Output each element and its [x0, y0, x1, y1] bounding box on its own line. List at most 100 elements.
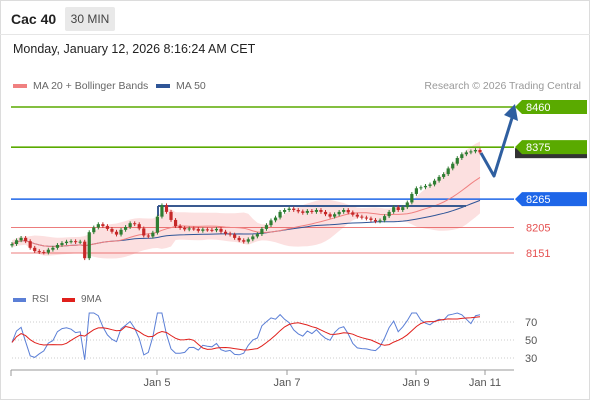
candle-body-22 [110, 228, 114, 232]
timeframe-button[interactable]: 30 MIN [65, 7, 115, 31]
timestamp: Monday, January 12, 2026 8:16:24 AM CET [13, 42, 256, 56]
candle-body-18 [92, 227, 96, 233]
candle-body-48 [228, 233, 232, 235]
candle-body-32 [155, 216, 159, 233]
candle-body-6 [37, 251, 41, 253]
candle-body-36 [173, 219, 178, 227]
candle-body-78 [364, 217, 369, 219]
candle-body-4 [28, 241, 32, 248]
x-tick-label-3: Jan 11 [469, 377, 501, 389]
candle-body-90 [419, 187, 423, 189]
candle-body-20 [101, 224, 105, 227]
candle-body-27 [133, 223, 137, 225]
candle-body-47 [223, 231, 228, 234]
candle-body-75 [351, 212, 355, 215]
level-tag-label-8265: 8265 [526, 194, 550, 206]
candle-body-70 [328, 214, 332, 217]
legend-rsi: RSI [13, 294, 49, 305]
9ma-swatch [62, 297, 75, 302]
candle-body-46 [219, 228, 223, 232]
candle-body-74 [346, 210, 350, 213]
legend-rsi-label: RSI [32, 294, 49, 305]
legend-ma20-label: MA 20 + Bollinger Bands [33, 80, 149, 92]
candle-body-33 [160, 205, 164, 217]
x-tick-label-0: Jan 5 [144, 377, 171, 389]
candle-body-103 [478, 149, 482, 153]
candle-body-7 [42, 252, 46, 254]
instrument-title: Cac 40 [11, 11, 57, 27]
candle-body-73 [342, 210, 346, 212]
level-tag-label-8151: 8151 [526, 248, 550, 260]
legend-9ma-label: 9MA [81, 294, 102, 305]
candle-body-84 [392, 207, 396, 212]
candle-body-64 [301, 211, 305, 213]
candle-body-80 [373, 219, 378, 222]
level-tag-label-8205: 8205 [526, 222, 550, 234]
candle-body-66 [310, 210, 314, 212]
candle-body-54 [255, 234, 259, 237]
candle-body-87 [405, 202, 409, 208]
candle-body-12 [64, 241, 69, 244]
candle-body-39 [187, 228, 191, 230]
legend-ma20: MA 20 + Bollinger Bands [13, 80, 148, 92]
candle-body-21 [105, 226, 110, 229]
candle-body-60 [283, 210, 287, 212]
x-tick-label-1: Jan 7 [274, 377, 301, 389]
candle-body-30 [146, 235, 150, 237]
candle-body-23 [114, 231, 119, 235]
candle-body-57 [269, 220, 273, 226]
rsi-line [11, 312, 481, 360]
candle-body-3 [24, 237, 28, 242]
level-tag-label-8375: 8375 [526, 142, 550, 154]
candle-body-13 [69, 241, 73, 243]
candle-body-35 [169, 211, 173, 220]
candle-body-11 [60, 243, 64, 245]
legend-ma50-label: MA 50 [176, 80, 206, 92]
candle-body-8 [46, 249, 50, 253]
x-tick-label-2: Jan 9 [403, 377, 430, 389]
candle-body-53 [251, 236, 255, 240]
candle-body-34 [164, 205, 169, 212]
candle-body-25 [123, 227, 128, 230]
candle-body-51 [242, 240, 246, 242]
candle-body-81 [378, 220, 382, 222]
candle-body-52 [246, 239, 250, 242]
rsi-9ma-line [11, 316, 481, 351]
candle-body-63 [296, 210, 300, 212]
rsi-tick-70: 70 [525, 317, 537, 329]
candle-body-1 [14, 240, 19, 245]
candle-body-96 [446, 168, 450, 175]
candle-body-2 [19, 237, 23, 241]
candle-body-91 [423, 185, 428, 188]
candle-body-40 [192, 228, 196, 230]
candle-body-97 [451, 163, 455, 169]
candle-body-45 [214, 228, 219, 231]
ma20-swatch [13, 84, 27, 88]
candle-body-79 [369, 218, 373, 220]
candle-body-31 [151, 232, 155, 237]
legend-ma50: MA 50 [156, 80, 206, 92]
candle-body-62 [292, 208, 296, 211]
level-tag-8265 [515, 192, 587, 207]
candle-body-0 [10, 244, 14, 246]
copyright: Research © 2026 Trading Central [424, 80, 581, 92]
candle-body-28 [137, 224, 141, 229]
rsi-tick-30: 30 [525, 353, 537, 365]
candle-body-49 [233, 234, 237, 238]
legend-9ma: 9MA [62, 294, 102, 305]
candle-body-5 [33, 247, 37, 252]
candle-body-19 [96, 224, 100, 228]
candle-body-38 [183, 227, 187, 230]
forecast-arrowhead [504, 104, 518, 121]
candle-body-68 [319, 210, 323, 212]
candle-body-71 [333, 214, 337, 217]
candle-body-42 [201, 229, 205, 231]
candle-body-65 [305, 210, 309, 213]
level-tag-label-8460: 8460 [526, 102, 550, 114]
candle-body-89 [414, 188, 418, 194]
candle-body-69 [323, 211, 328, 215]
candle-body-16 [83, 241, 87, 259]
rsi-swatch [13, 297, 26, 302]
candle-body-55 [260, 228, 264, 235]
